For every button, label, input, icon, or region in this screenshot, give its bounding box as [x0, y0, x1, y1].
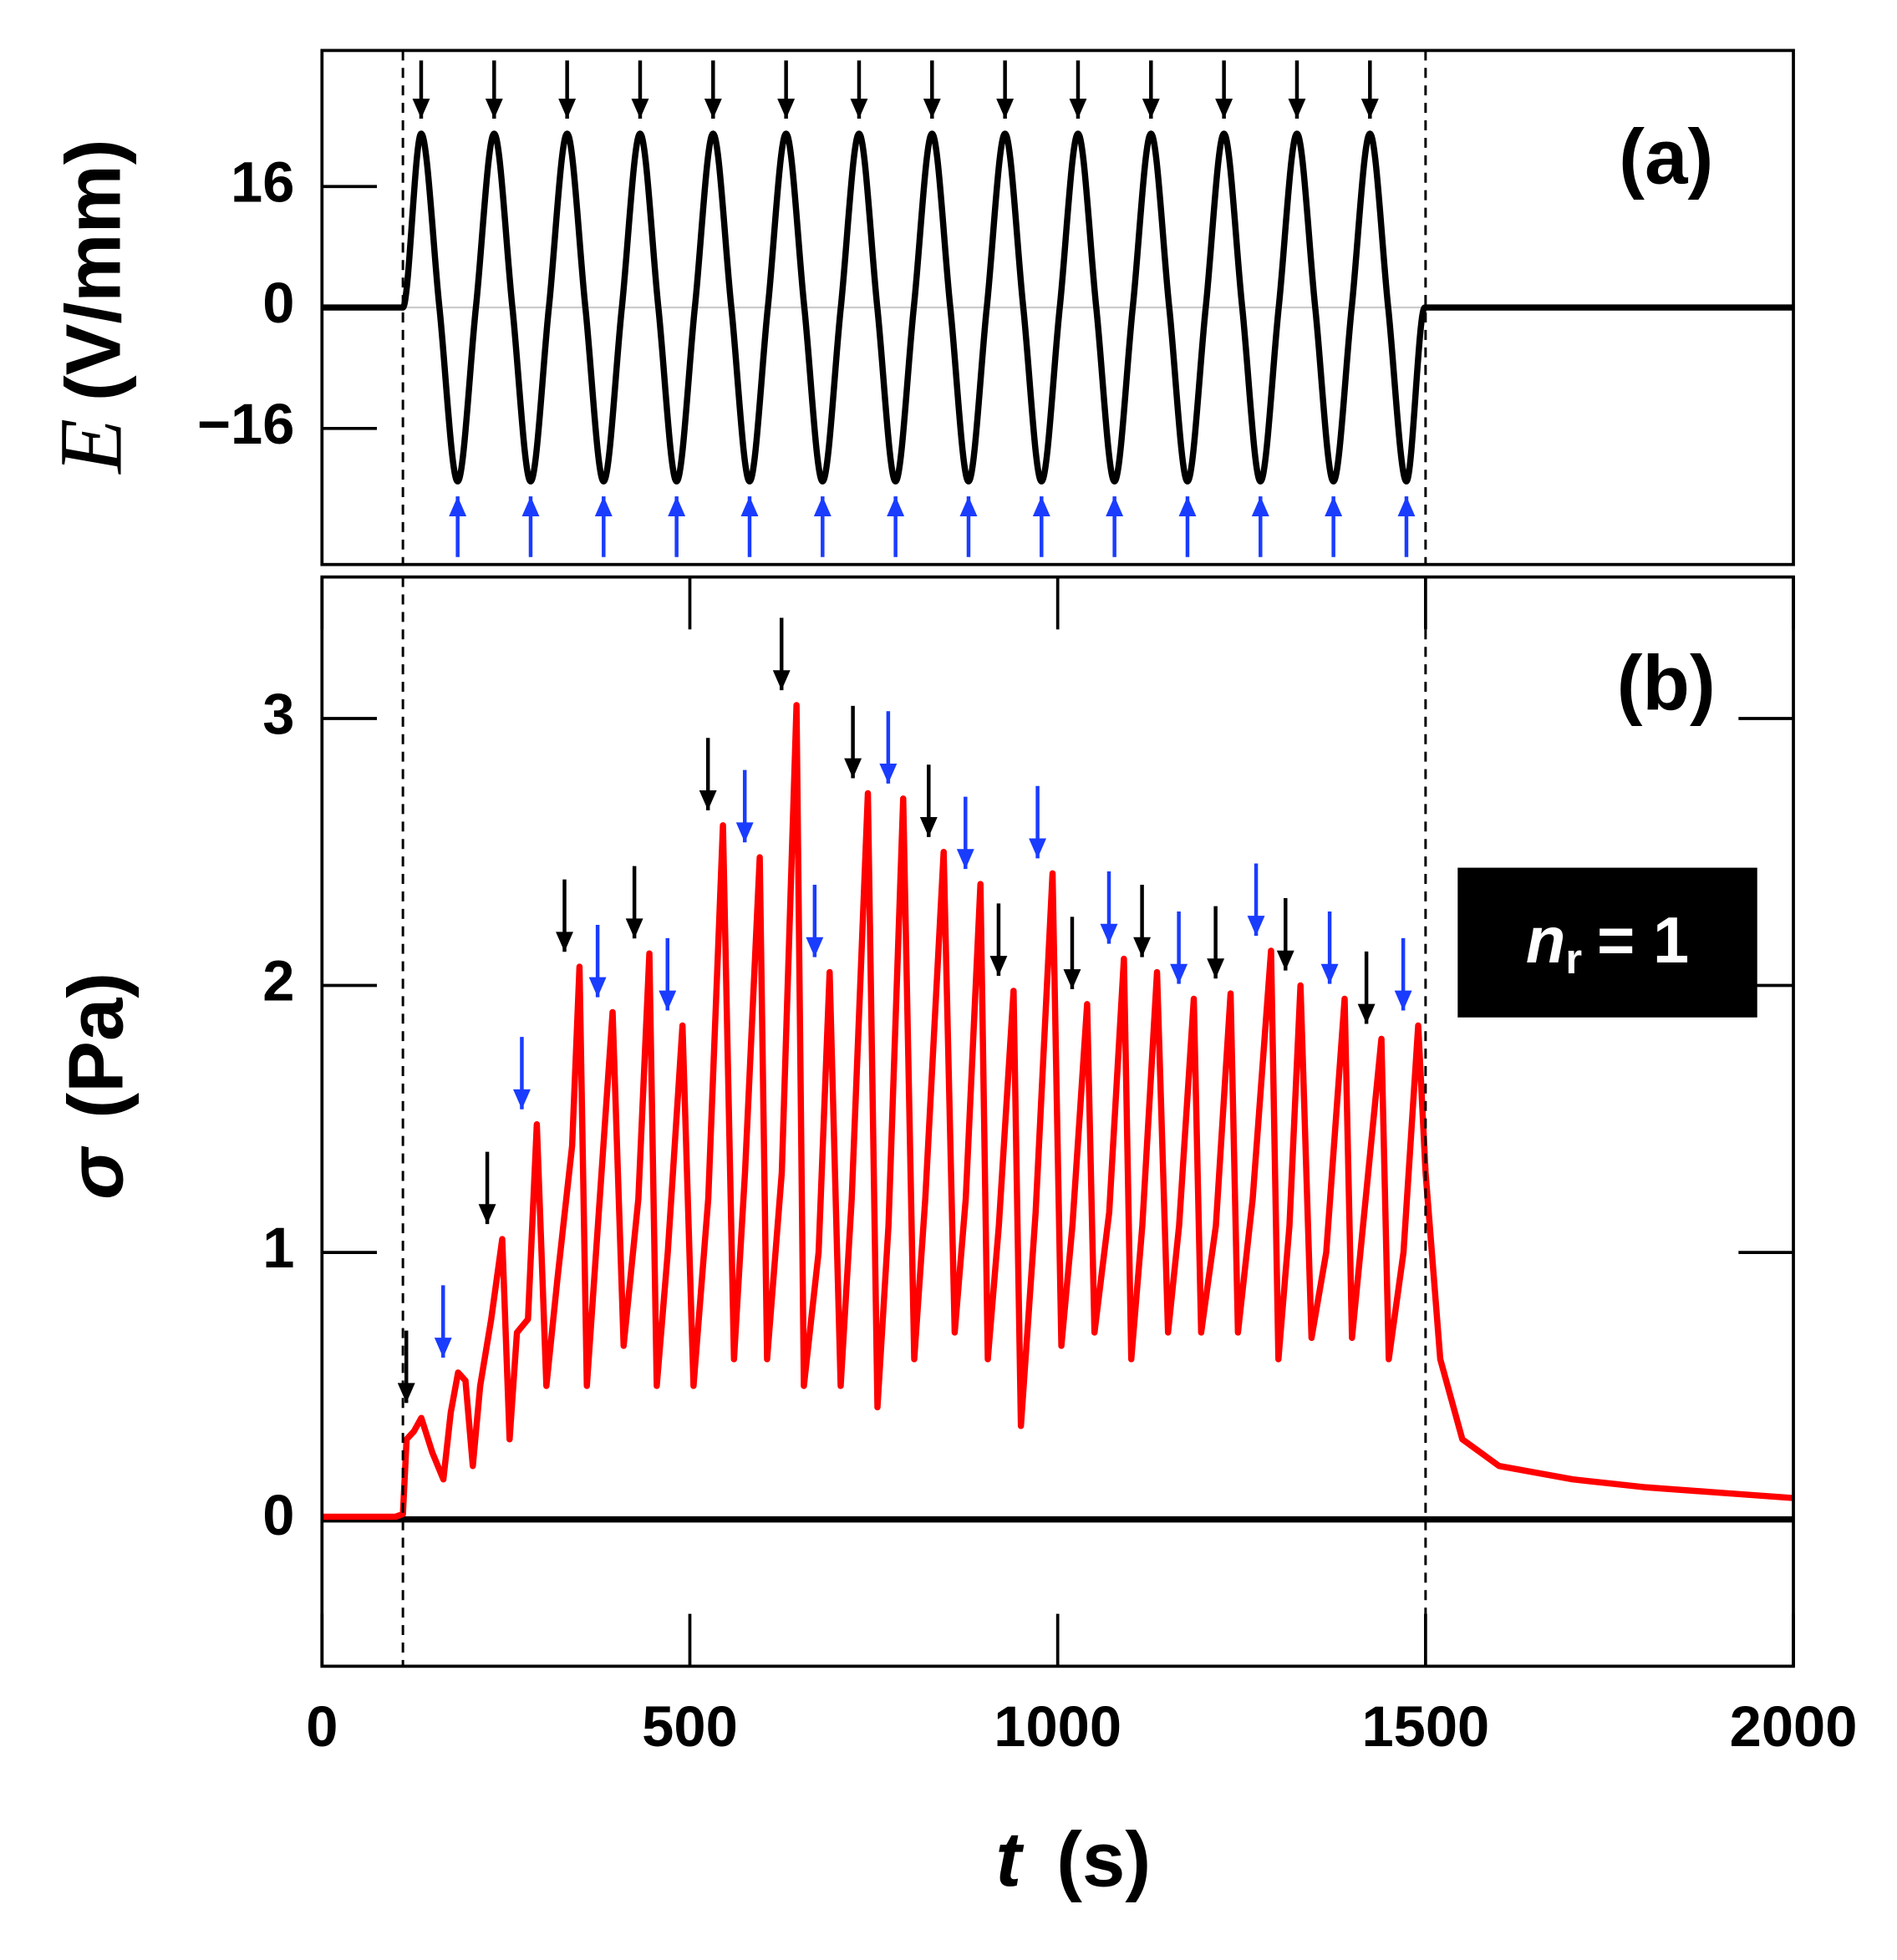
arrow-head — [850, 99, 868, 119]
arrow-head — [699, 790, 717, 810]
arrow-head — [740, 496, 759, 516]
arrow-head — [556, 932, 573, 952]
arrow-head — [485, 99, 503, 119]
arrow-head — [1357, 1003, 1376, 1024]
data-line — [322, 702, 1794, 1521]
x-axis-symbol: t — [995, 1816, 1024, 1903]
arrow-head — [659, 990, 677, 1011]
x-tick-label: 1000 — [994, 1694, 1121, 1759]
arrow-head — [1397, 496, 1416, 516]
arrow-head — [434, 1338, 452, 1358]
arrow-head — [512, 1089, 531, 1109]
arrow-head — [1170, 963, 1188, 984]
arrow-head — [879, 764, 898, 784]
y-axis-symbol: E — [41, 419, 140, 475]
arrow-head — [558, 99, 577, 119]
arrow-head — [478, 1204, 496, 1225]
x-axis-unit: (s) — [1056, 1816, 1151, 1903]
arrow-head — [1063, 969, 1081, 989]
arrow-head — [813, 496, 832, 516]
arrow-head — [806, 937, 824, 957]
arrow-head — [772, 670, 791, 691]
arrow-head — [1247, 916, 1265, 937]
annotation-box — [1457, 867, 1757, 1018]
data-line — [322, 130, 1794, 485]
annotation: nr = 1 — [1526, 905, 1689, 983]
arrow-head — [1029, 838, 1047, 859]
arrow-head — [1133, 937, 1152, 957]
plot-frame — [320, 575, 1795, 1668]
arrow-head — [1288, 99, 1306, 119]
arrow-head — [959, 496, 978, 516]
plot-frame — [320, 48, 1795, 566]
x-tick-label: 1500 — [1361, 1694, 1489, 1759]
arrow-head — [1178, 496, 1197, 516]
panel-label: (a) — [1619, 113, 1713, 200]
y-tick-label: 3 — [262, 682, 294, 746]
y-tick-label: 0 — [262, 271, 294, 335]
y-axis-unit: (Pa) — [53, 972, 140, 1119]
arrow-head — [1251, 496, 1269, 516]
arrow-head — [956, 849, 974, 870]
arrow-head — [625, 918, 643, 939]
arrow-head — [449, 496, 467, 516]
y-tick-label: −16 — [197, 392, 295, 456]
arrow-head — [887, 496, 905, 516]
arrow-head — [1207, 958, 1225, 979]
arrow-head — [1276, 950, 1294, 971]
arrow-head — [1106, 496, 1124, 516]
arrow-head — [1142, 99, 1160, 119]
y-axis-label: σ (Pa) — [53, 972, 140, 1200]
arrow-head — [923, 99, 941, 119]
arrow-head — [777, 99, 796, 119]
arrow-head — [704, 99, 722, 119]
arrow-head — [989, 956, 1008, 977]
arrow-head — [1032, 496, 1050, 516]
arrow-head — [631, 99, 649, 119]
arrow-head — [1325, 496, 1343, 516]
arrow-head — [735, 822, 754, 843]
y-axis-symbol: σ — [53, 1145, 140, 1200]
arrow-head — [996, 99, 1015, 119]
arrow-head — [844, 758, 862, 779]
x-tick-label: 500 — [642, 1694, 738, 1759]
arrow-head — [1394, 990, 1412, 1011]
arrow-head — [1360, 99, 1379, 119]
y-tick-label: 1 — [262, 1216, 294, 1280]
arrow-head — [588, 977, 607, 998]
arrow-head — [521, 496, 540, 516]
arrow-head — [919, 816, 938, 837]
y-tick-label: 0 — [262, 1483, 294, 1547]
arrow-head — [397, 1383, 415, 1404]
y-tick-label: 2 — [262, 949, 294, 1013]
arrow-head — [668, 496, 686, 516]
annotation-subscript: r — [1565, 935, 1582, 983]
annotation-text: = 1 — [1597, 905, 1689, 977]
y-axis-unit: (V/mm) — [50, 139, 137, 401]
arrow-head — [1320, 963, 1339, 984]
y-axis-label: E (V/mm) — [41, 139, 140, 475]
panel-label: (b) — [1617, 639, 1716, 726]
arrow-head — [1069, 99, 1087, 119]
annotation-symbol: n — [1526, 905, 1565, 977]
arrow-head — [1100, 923, 1118, 944]
y-tick-label: 16 — [231, 150, 294, 214]
arrow-head — [594, 496, 613, 516]
arrow-head — [1215, 99, 1233, 119]
x-axis-label: t (s) — [995, 1816, 1151, 1903]
x-tick-label: 2000 — [1730, 1694, 1858, 1759]
x-tick-label: 0 — [306, 1694, 338, 1759]
arrow-head — [412, 99, 430, 119]
